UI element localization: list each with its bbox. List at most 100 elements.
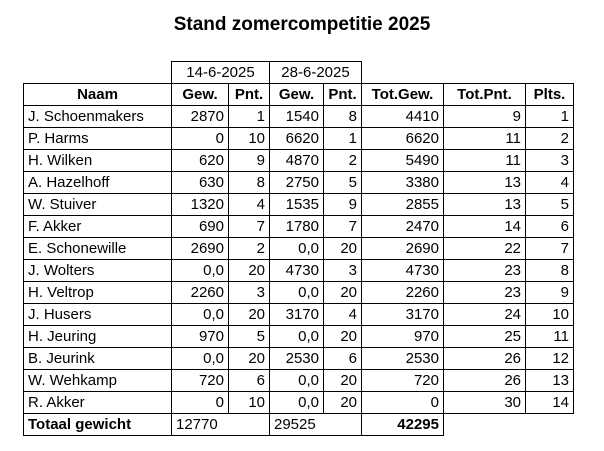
tot-gew-cell: 2855 xyxy=(361,193,444,216)
tot-gew-cell: 3170 xyxy=(361,303,444,326)
total-tot-gew: 42295 xyxy=(361,413,444,436)
pnt-2-cell: 4 xyxy=(323,303,362,326)
gew-1-cell: 0,0 xyxy=(171,259,229,282)
tot-gew-cell: 2530 xyxy=(361,347,444,370)
name-cell: W. Stuiver xyxy=(23,193,172,216)
tot-pnt-cell: 14 xyxy=(443,215,526,238)
table-row: J. Wolters 0,0 20 4730 3 4730 23 8 xyxy=(23,259,574,282)
plts-cell: 7 xyxy=(525,237,574,260)
tot-pnt-cell: 23 xyxy=(443,259,526,282)
pnt-2-cell: 20 xyxy=(323,391,362,414)
tot-gew-cell: 4730 xyxy=(361,259,444,282)
page-title: Stand zomercompetitie 2025 xyxy=(173,14,431,35)
tot-gew-cell: 2470 xyxy=(361,215,444,238)
name-cell: J. Schoenmakers xyxy=(23,105,172,128)
date-header-round-2: 28-6-2025 xyxy=(269,61,362,84)
plts-cell: 5 xyxy=(525,193,574,216)
gew-2-cell: 0,0 xyxy=(269,325,324,348)
name-cell: R. Akker xyxy=(23,391,172,414)
plts-cell: 12 xyxy=(525,347,574,370)
table-row: H. Veltrop 2260 3 0,0 20 2260 23 9 xyxy=(23,281,574,304)
pnt-1-cell: 3 xyxy=(228,281,270,304)
name-cell: P. Harms xyxy=(23,127,172,150)
plts-cell: 13 xyxy=(525,369,574,392)
blank-cell xyxy=(24,62,172,84)
pnt-1-cell: 5 xyxy=(228,325,270,348)
pnt-2-cell: 1 xyxy=(323,127,362,150)
plts-cell: 10 xyxy=(525,303,574,326)
tot-gew-cell: 0 xyxy=(361,391,444,414)
table-row: B. Jeurink 0,0 20 2530 6 2530 26 12 xyxy=(23,347,574,370)
gew-2-cell: 2750 xyxy=(269,171,324,194)
total-gew-1: 12770 xyxy=(171,413,270,436)
name-cell: F. Akker xyxy=(23,215,172,238)
tot-gew-cell: 970 xyxy=(361,325,444,348)
plts-cell: 1 xyxy=(525,105,574,128)
gew-1-cell: 970 xyxy=(171,325,229,348)
gew-2-cell: 4730 xyxy=(269,259,324,282)
tot-pnt-cell: 9 xyxy=(443,105,526,128)
tot-pnt-cell: 25 xyxy=(443,325,526,348)
gew-2-cell: 1535 xyxy=(269,193,324,216)
plts-cell: 4 xyxy=(525,171,574,194)
header-plts: Plts. xyxy=(525,83,574,106)
pnt-2-cell: 5 xyxy=(323,171,362,194)
name-cell: H. Veltrop xyxy=(23,281,172,304)
gew-2-cell: 0,0 xyxy=(269,391,324,414)
gew-1-cell: 1320 xyxy=(171,193,229,216)
pnt-2-cell: 6 xyxy=(323,347,362,370)
plts-cell: 3 xyxy=(525,149,574,172)
pnt-1-cell: 4 xyxy=(228,193,270,216)
tot-pnt-cell: 26 xyxy=(443,347,526,370)
tot-gew-cell: 5490 xyxy=(361,149,444,172)
plts-cell: 6 xyxy=(525,215,574,238)
header-gew-1: Gew. xyxy=(171,83,229,106)
pnt-2-cell: 3 xyxy=(323,259,362,282)
name-cell: B. Jeurink xyxy=(23,347,172,370)
plts-cell: 2 xyxy=(525,127,574,150)
table-row: F. Akker 690 7 1780 7 2470 14 6 xyxy=(23,215,574,238)
pnt-1-cell: 10 xyxy=(228,127,270,150)
pnt-1-cell: 9 xyxy=(228,149,270,172)
pnt-2-cell: 2 xyxy=(323,149,362,172)
blank-cell xyxy=(444,414,574,436)
gew-2-cell: 0,0 xyxy=(269,281,324,304)
pnt-2-cell: 8 xyxy=(323,105,362,128)
date-header-round-1: 14-6-2025 xyxy=(171,61,270,84)
blank-cell xyxy=(362,62,574,84)
header-naam: Naam xyxy=(23,83,172,106)
table-row: W. Stuiver 1320 4 1535 9 2855 13 5 xyxy=(23,193,574,216)
name-cell: H. Wilken xyxy=(23,149,172,172)
pnt-1-cell: 20 xyxy=(228,303,270,326)
tot-gew-cell: 2690 xyxy=(361,237,444,260)
date-header-row: 14-6-2025 28-6-2025 xyxy=(24,61,574,84)
pnt-2-cell: 7 xyxy=(323,215,362,238)
gew-1-cell: 620 xyxy=(171,149,229,172)
pnt-2-cell: 20 xyxy=(323,281,362,304)
tot-gew-cell: 6620 xyxy=(361,127,444,150)
table-row: E. Schonewille 2690 2 0,0 20 2690 22 7 xyxy=(23,237,574,260)
gew-1-cell: 720 xyxy=(171,369,229,392)
gew-2-cell: 0,0 xyxy=(269,237,324,260)
gew-2-cell: 0,0 xyxy=(269,369,324,392)
header-pnt-1: Pnt. xyxy=(228,83,270,106)
tot-gew-cell: 3380 xyxy=(361,171,444,194)
gew-1-cell: 2260 xyxy=(171,281,229,304)
gew-2-cell: 4870 xyxy=(269,149,324,172)
gew-2-cell: 2530 xyxy=(269,347,324,370)
total-label: Totaal gewicht xyxy=(23,413,172,436)
pnt-1-cell: 8 xyxy=(228,171,270,194)
column-header-row: Naam Gew. Pnt. Gew. Pnt. Tot.Gew. Tot.Pn… xyxy=(23,83,574,106)
tot-pnt-cell: 23 xyxy=(443,281,526,304)
tot-gew-cell: 720 xyxy=(361,369,444,392)
table-row: J. Husers 0,0 20 3170 4 3170 24 10 xyxy=(23,303,574,326)
table-row: W. Wehkamp 720 6 0,0 20 720 26 13 xyxy=(23,369,574,392)
header-tot-gew: Tot.Gew. xyxy=(361,83,444,106)
name-cell: W. Wehkamp xyxy=(23,369,172,392)
pnt-2-cell: 20 xyxy=(323,325,362,348)
gew-2-cell: 1780 xyxy=(269,215,324,238)
gew-1-cell: 0 xyxy=(171,127,229,150)
name-cell: H. Jeuring xyxy=(23,325,172,348)
tot-pnt-cell: 22 xyxy=(443,237,526,260)
plts-cell: 14 xyxy=(525,391,574,414)
